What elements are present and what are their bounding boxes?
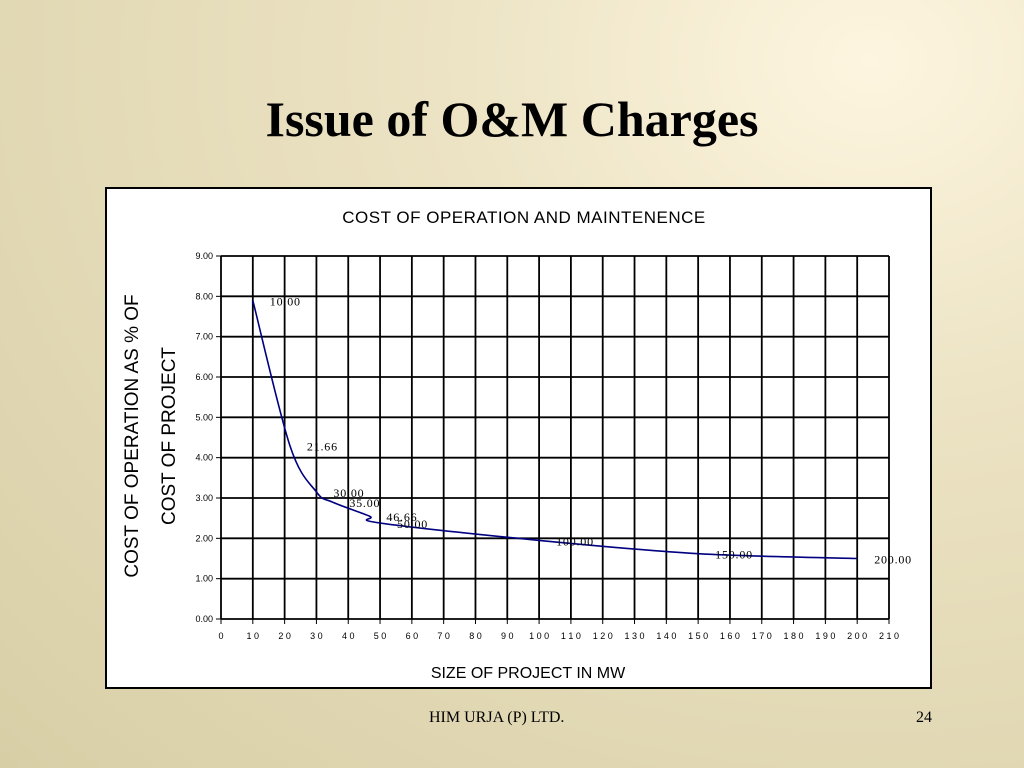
- x-axis-label: SIZE OF PROJECT IN MW: [431, 665, 626, 682]
- data-label: 30.00: [333, 486, 364, 500]
- y-tick-label: 8.00: [195, 291, 213, 301]
- page-number: 24: [916, 709, 932, 726]
- x-tick-label: 7 0: [437, 631, 450, 641]
- x-tick-label: 2 0 0: [847, 631, 867, 641]
- x-tick-label: 4 0: [342, 631, 355, 641]
- x-tick-label: 5 0: [374, 631, 387, 641]
- x-tick-label: 1 7 0: [752, 631, 772, 641]
- y-tick-label: 2.00: [195, 533, 213, 543]
- y-axis-ticks: 0.00 1.00 2.00 3.00 4.00 5.00 6.00 7.00 8.00 9.00: [195, 251, 221, 624]
- x-tick-label: 1 4 0: [656, 631, 676, 641]
- y-tick-label: 1.00: [195, 574, 213, 584]
- x-tick-label: 1 6 0: [720, 631, 740, 641]
- y-tick-label: 6.00: [195, 372, 213, 382]
- data-label: 150.00: [715, 548, 753, 562]
- x-tick-label: 1 8 0: [784, 631, 804, 641]
- y-tick-label: 0.00: [195, 614, 213, 624]
- line-chart: COST OF OPERATION AND MAINTENENCE 0.00 1.…: [122, 208, 912, 682]
- y-axis-label-line-1: COST OF OPERATION AS % OF: [122, 294, 143, 577]
- y-tick-label: 4.00: [195, 453, 213, 463]
- x-tick-label: 1 9 0: [815, 631, 835, 641]
- y-axis-label-line-2: COST OF PROJECT: [159, 347, 180, 525]
- y-tick-label: 9.00: [195, 251, 213, 261]
- data-label: 35.00: [349, 496, 380, 510]
- x-tick-label: 9 0: [501, 631, 514, 641]
- grid-lines: [220, 255, 890, 620]
- series-line: [252, 300, 858, 560]
- y-tick-label: 5.00: [195, 412, 213, 422]
- x-tick-label: 8 0: [469, 631, 482, 641]
- x-tick-label: 1 0 0: [529, 631, 549, 641]
- data-label: 46.66: [386, 510, 417, 524]
- y-tick-label: 3.00: [195, 493, 213, 503]
- x-tick-label: 2 0: [278, 631, 291, 641]
- data-label: 200.00: [874, 553, 912, 567]
- footer-company: HIM URJA (P) LTD.: [429, 709, 565, 726]
- data-label: 50.00: [397, 517, 428, 531]
- data-label: 21.66: [307, 440, 338, 454]
- chart-panel: COST OF OPERATION AND MAINTENENCE 0.00 1.…: [105, 187, 932, 689]
- x-tick-label: 0: [218, 631, 223, 641]
- slide-title: Issue of O&M Charges: [265, 91, 759, 147]
- x-tick-label: 1 0: [247, 631, 260, 641]
- y-tick-label: 7.00: [195, 332, 213, 342]
- x-tick-label: 1 5 0: [688, 631, 708, 641]
- data-label: 100.00: [556, 534, 594, 548]
- x-tick-label: 2 1 0: [879, 631, 899, 641]
- x-tick-label: 1 3 0: [625, 631, 645, 641]
- chart-title: COST OF OPERATION AND MAINTENENCE: [342, 208, 705, 227]
- data-label: 10.00: [270, 294, 301, 308]
- x-tick-label: 1 2 0: [593, 631, 613, 641]
- x-axis-ticks: 0 1 0 2 0 3 0 4 0 5 0 6 0 7 0 8 0 9 0 1 0 0 1 1 0 1 …: [218, 619, 899, 641]
- x-tick-label: 6 0: [406, 631, 419, 641]
- x-tick-label: 1 1 0: [561, 631, 581, 641]
- x-tick-label: 3 0: [310, 631, 323, 641]
